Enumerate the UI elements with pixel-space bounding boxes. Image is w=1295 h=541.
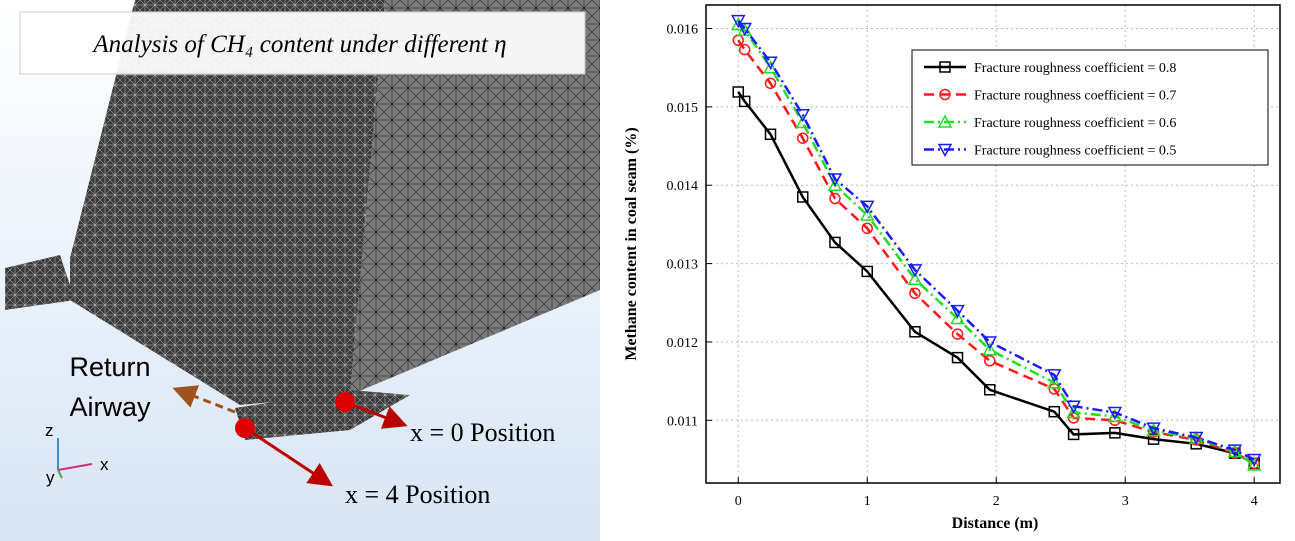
data-point: [1066, 400, 1081, 414]
x-tick-label: 2: [993, 494, 1000, 509]
legend-label: Fracture roughness coefficient = 0.8: [974, 61, 1176, 76]
axis-label: x: [100, 455, 109, 474]
panel-title: Analysis of CH₄ content under different …: [91, 31, 506, 58]
data-point: [1246, 457, 1262, 471]
data-point: [951, 351, 964, 364]
legend-marker: [937, 114, 953, 128]
label: Return: [69, 352, 150, 382]
series-line: [737, 39, 1255, 465]
mesh-illustration: Analysis of CH₄ content under different …: [0, 0, 600, 541]
data-point: [764, 128, 777, 141]
data-point: [829, 192, 841, 205]
axis-label: z: [45, 421, 54, 440]
y-tick-label: 0.015: [667, 101, 699, 116]
data-point: [1066, 404, 1081, 419]
data-point: [909, 326, 921, 338]
data-point: [984, 355, 996, 367]
data-point: [907, 271, 923, 286]
series-line: [737, 23, 1255, 467]
data-point: [1146, 422, 1161, 436]
data-point: [827, 173, 843, 187]
data-point: [1188, 431, 1204, 446]
data-point: [1067, 428, 1080, 441]
y-tick-label: 0.011: [667, 414, 698, 429]
axis-label: y: [46, 468, 55, 487]
x-tick-label: 1: [864, 494, 871, 509]
data-point: [909, 287, 921, 300]
legend-label: Fracture roughness coefficient = 0.5: [974, 144, 1176, 159]
data-point: [861, 265, 873, 278]
legend-marker: [939, 61, 951, 73]
data-point: [763, 60, 778, 74]
data-point: [1246, 453, 1262, 468]
data-point: [1107, 406, 1123, 421]
plot-frame: [705, 4, 1281, 484]
data-point: [796, 132, 809, 144]
legend-marker: [937, 143, 953, 158]
legend-box: [911, 49, 1269, 166]
x-axis-title: Distance (m): [952, 515, 1039, 532]
legend-label: Fracture roughness coefficient = 0.6: [974, 116, 1176, 131]
y-axis-title: Methane content in coal seam (%): [623, 127, 640, 360]
data-point: [1048, 405, 1061, 418]
data-point: [1227, 444, 1243, 458]
data-point: [951, 328, 964, 340]
data-point: [1047, 375, 1062, 389]
data-point: [984, 384, 996, 396]
label: Airway: [69, 392, 151, 422]
data-point: [950, 304, 965, 319]
y-tick-label: 0.013: [667, 258, 699, 273]
x-tick-label: 4: [1251, 494, 1258, 509]
data-point: [730, 14, 746, 29]
data-point: [982, 342, 998, 356]
data-point: [861, 222, 873, 235]
label: x = 0 Position: [410, 418, 555, 447]
data-point: [795, 108, 811, 123]
data-point: [737, 22, 752, 37]
data-point: [763, 56, 778, 70]
data-point: [738, 95, 751, 108]
data-point: [1047, 369, 1062, 383]
data-point: [1107, 408, 1123, 423]
data-point: [982, 336, 998, 350]
data-point: [764, 77, 777, 90]
y-tick-label: 0.012: [667, 336, 699, 351]
series-line: [737, 91, 1255, 465]
data-point: [859, 200, 875, 214]
label: x = 4 Position: [345, 480, 490, 509]
x-tick-label: 0: [735, 494, 742, 509]
legend-label: Fracture roughness coefficient = 0.7: [974, 89, 1176, 104]
x-tick-label: 3: [1122, 494, 1129, 509]
y-tick-label: 0.016: [667, 23, 699, 38]
data-point: [732, 86, 744, 98]
data-point: [738, 43, 751, 56]
data-point: [859, 207, 875, 221]
data-point: [827, 177, 843, 191]
data-point: [796, 191, 809, 203]
data-point: [950, 310, 965, 325]
data-point: [829, 236, 841, 249]
y-tick-label: 0.014: [667, 179, 699, 194]
data-point: [907, 264, 923, 278]
series-line: [737, 19, 1255, 461]
data-point: [1109, 427, 1121, 439]
legend-marker: [939, 88, 951, 101]
